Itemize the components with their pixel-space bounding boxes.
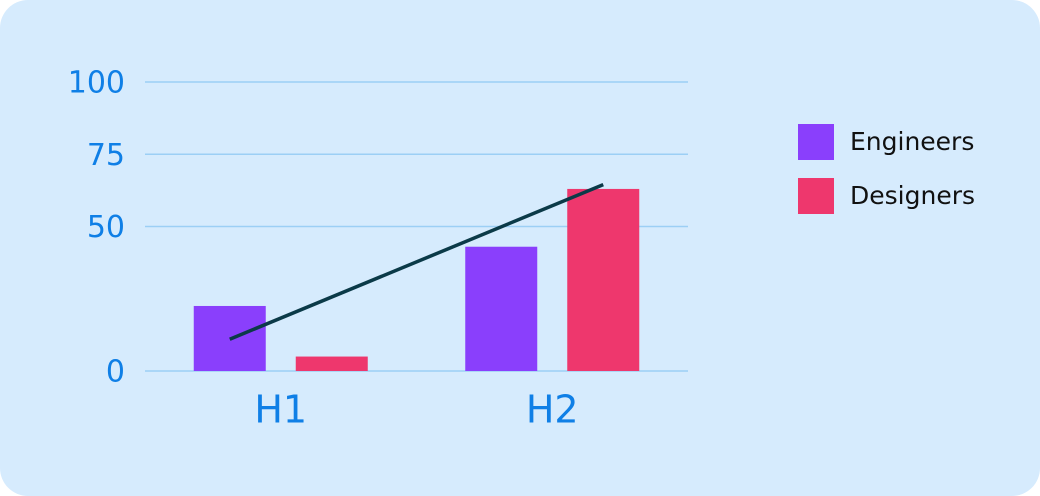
- y-tick-label: 75: [87, 138, 125, 173]
- bar: [567, 188, 640, 371]
- trend-line: [229, 182, 604, 341]
- y-tick-label: 100: [68, 66, 125, 101]
- bar: [465, 246, 538, 371]
- legend-label: Engineers: [850, 127, 974, 156]
- x-tick-label: H1: [254, 388, 307, 432]
- legend-swatch: [798, 124, 834, 160]
- legend-swatch: [798, 178, 834, 214]
- legend-label: Designers: [850, 181, 975, 210]
- y-tick-label: 0: [106, 355, 125, 390]
- y-tick-label: 50: [87, 210, 125, 245]
- x-tick-label: H2: [526, 388, 579, 432]
- bar: [295, 356, 368, 371]
